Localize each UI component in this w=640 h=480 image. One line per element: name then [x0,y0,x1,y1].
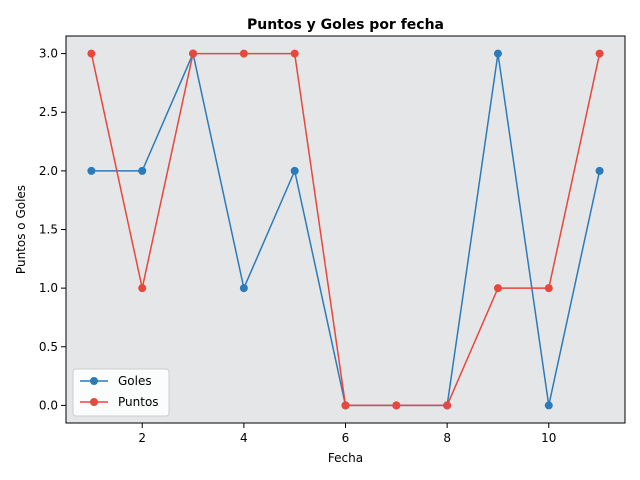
y-axis: 0.0 0.5 1.0 1.5 2.0 2.5 3.0 [39,47,66,412]
y-tick-label: 2.0 [39,164,58,178]
data-point-goles [595,166,604,175]
data-point-puntos [392,401,401,410]
x-tick-label: 6 [342,431,350,445]
data-point-puntos [493,284,502,293]
data-point-puntos [544,284,553,293]
legend-label-goles: Goles [118,374,152,388]
x-tick-label: 4 [240,431,248,445]
y-tick-label: 1.5 [39,223,58,237]
data-point-puntos [87,49,96,58]
chart-title: Puntos y Goles por fecha [247,17,444,33]
data-point-puntos [341,401,350,410]
data-point-puntos [239,49,248,58]
y-tick-label: 2.5 [39,105,58,119]
series-points-puntos [87,49,604,410]
data-point-goles [493,49,502,58]
legend: Goles Puntos [72,368,170,417]
x-axis-label: Fecha [328,451,363,465]
data-point-goles [239,284,248,293]
series-points [87,49,604,410]
y-tick-label: 3.0 [39,47,58,61]
data-point-puntos [189,49,198,58]
data-point-goles [290,166,299,175]
data-point-puntos [595,49,604,58]
data-point-puntos [443,401,452,410]
plot-area [66,36,625,423]
legend-label-puntos: Puntos [118,395,159,409]
data-point-puntos [290,49,299,58]
y-tick-label: 1.0 [39,281,58,295]
x-tick-label: 8 [443,431,451,445]
y-tick-label: 0.0 [39,398,58,412]
y-tick-label: 0.5 [39,340,58,354]
legend-marker-puntos [90,398,98,406]
data-point-goles [87,166,96,175]
x-tick-label: 10 [541,431,556,445]
data-point-goles [138,166,147,175]
legend-marker-goles [90,377,98,385]
x-tick-label: 2 [138,431,146,445]
y-axis-label: Puntos o Goles [14,185,28,274]
data-point-goles [544,401,553,410]
data-point-puntos [138,284,147,293]
x-axis: 2 4 6 8 10 [138,423,556,445]
